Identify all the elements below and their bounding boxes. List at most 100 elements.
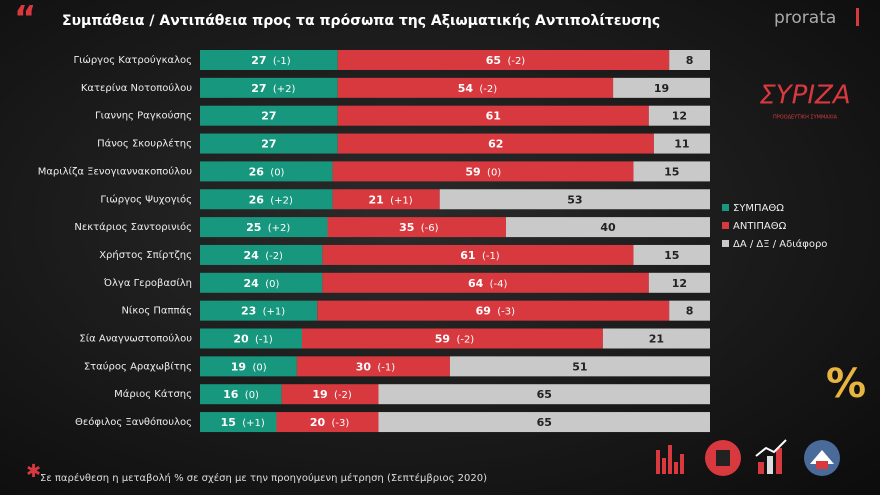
bar-segment xyxy=(506,217,710,238)
quote-icon: “ xyxy=(14,0,36,39)
bar-segment xyxy=(200,328,302,349)
y-tick-label: Όλγα Γεροβασίλη xyxy=(103,277,192,289)
bar-segment xyxy=(322,272,649,293)
y-tick-label: Σταύρος Αραχωβίτης xyxy=(84,360,192,372)
data-label: 11 xyxy=(674,138,689,151)
data-label: 30 xyxy=(356,360,372,373)
data-label: 64 xyxy=(468,277,484,290)
data-label: 62 xyxy=(488,138,503,151)
data-label: 59 xyxy=(465,165,480,178)
change-label: (0) xyxy=(265,279,279,290)
data-label: 19 xyxy=(312,388,327,401)
bar-segment xyxy=(200,217,328,238)
bar-segment xyxy=(296,356,450,377)
party-logo: ΣΥΡΙΖΑ xyxy=(759,81,850,111)
data-label: 12 xyxy=(672,110,687,123)
bar-segment xyxy=(281,384,379,405)
bar-segment xyxy=(337,77,614,98)
data-label: 8 xyxy=(686,54,694,67)
change-label: (-2) xyxy=(507,56,525,67)
footnote-star: ✱ xyxy=(26,461,41,482)
brand: prorata xyxy=(774,8,836,28)
bar-segment xyxy=(322,244,634,265)
legend-label: ΑΝΤΙΠΑΘΩ xyxy=(733,221,787,232)
data-label: 61 xyxy=(486,110,501,123)
bar-segment xyxy=(200,77,338,98)
bar-segment xyxy=(669,50,710,70)
bar-segment xyxy=(648,105,710,126)
data-label: 27 xyxy=(261,138,276,151)
bar-segment xyxy=(200,412,277,433)
bar-segment xyxy=(602,328,710,349)
party-subtitle: ΠΡΟΟΔΕΥΤΙΚΗ ΣΥΜΜΑΧΙΑ xyxy=(773,115,838,121)
change-label: (-2) xyxy=(479,84,497,95)
change-label: (-1) xyxy=(273,56,291,67)
data-label: 26 xyxy=(249,165,265,178)
data-label: 25 xyxy=(246,221,261,234)
bar-segment xyxy=(200,105,338,126)
data-label: 59 xyxy=(435,333,450,346)
bar-segment xyxy=(337,105,649,126)
data-label: 27 xyxy=(251,82,266,95)
y-tick-label: Νίκος Παππάς xyxy=(121,305,192,317)
data-label: 8 xyxy=(686,305,694,318)
data-label: 24 xyxy=(244,249,260,262)
data-label: 40 xyxy=(600,221,616,234)
data-label: 26 xyxy=(249,193,265,206)
y-tick-label: Γιαννης Ραγκούσης xyxy=(95,110,192,122)
footnote: Σε παρένθεση η μεταβολή % σε σχέση με τη… xyxy=(40,472,487,484)
data-label: 65 xyxy=(486,54,501,67)
data-label: 24 xyxy=(244,277,260,290)
data-label: 65 xyxy=(537,388,552,401)
bar-segment xyxy=(332,189,440,210)
bar-segment xyxy=(633,244,710,265)
data-label: 20 xyxy=(233,333,249,346)
change-label: (-1) xyxy=(482,251,500,262)
brand-mark xyxy=(856,8,859,26)
percent-icon: % xyxy=(826,361,866,407)
bar-segment xyxy=(200,384,282,405)
change-label: (+1) xyxy=(263,307,286,318)
data-label: 21 xyxy=(368,193,383,206)
change-label: (-6) xyxy=(421,223,439,234)
y-tick-label: Γιώργος Ψυχογιός xyxy=(100,193,192,205)
data-label: 15 xyxy=(664,165,679,178)
data-label: 23 xyxy=(241,305,256,318)
change-label: (+2) xyxy=(273,84,296,95)
bar-segment xyxy=(337,50,670,70)
data-label: 19 xyxy=(231,360,246,373)
data-label: 53 xyxy=(567,193,582,206)
y-tick-label: Μαριλίζα Ξενογιαννακοπούλου xyxy=(38,165,193,177)
bar-segment xyxy=(669,300,710,321)
legend-label: ΣΥΜΠΑΘΩ xyxy=(733,203,784,214)
data-label: 20 xyxy=(310,416,326,429)
bar-segment xyxy=(200,189,333,210)
bar-segment xyxy=(327,217,506,238)
bar-segment xyxy=(337,133,654,154)
data-label: 27 xyxy=(261,110,276,123)
legend-swatch xyxy=(722,222,729,229)
change-label: (+2) xyxy=(270,195,293,206)
change-label: (-1) xyxy=(255,335,273,346)
change-label: (0) xyxy=(487,167,501,178)
bar-segment xyxy=(439,189,710,210)
change-label: (+2) xyxy=(268,223,291,234)
y-tick-label: Νεκτάριος Σαντορινιός xyxy=(74,221,192,233)
change-label: (-2) xyxy=(456,335,474,346)
change-label: (-2) xyxy=(334,390,352,401)
data-label: 69 xyxy=(476,305,491,318)
bar-segment xyxy=(633,161,710,182)
legend-swatch xyxy=(722,204,729,211)
bar-segment xyxy=(613,77,710,98)
bar-segment xyxy=(200,161,333,182)
legend-label: ΔΑ / ΔΞ / Αδιάφορο xyxy=(733,238,827,250)
data-label: 27 xyxy=(251,54,266,67)
data-label: 16 xyxy=(223,388,239,401)
bar-segment xyxy=(200,356,297,377)
bar-segment xyxy=(648,272,710,293)
change-label: (-1) xyxy=(377,362,395,373)
y-tick-label: Πάνος Σκουρλέτης xyxy=(97,138,192,150)
change-label: (-3) xyxy=(497,307,515,318)
data-label: 15 xyxy=(221,416,236,429)
